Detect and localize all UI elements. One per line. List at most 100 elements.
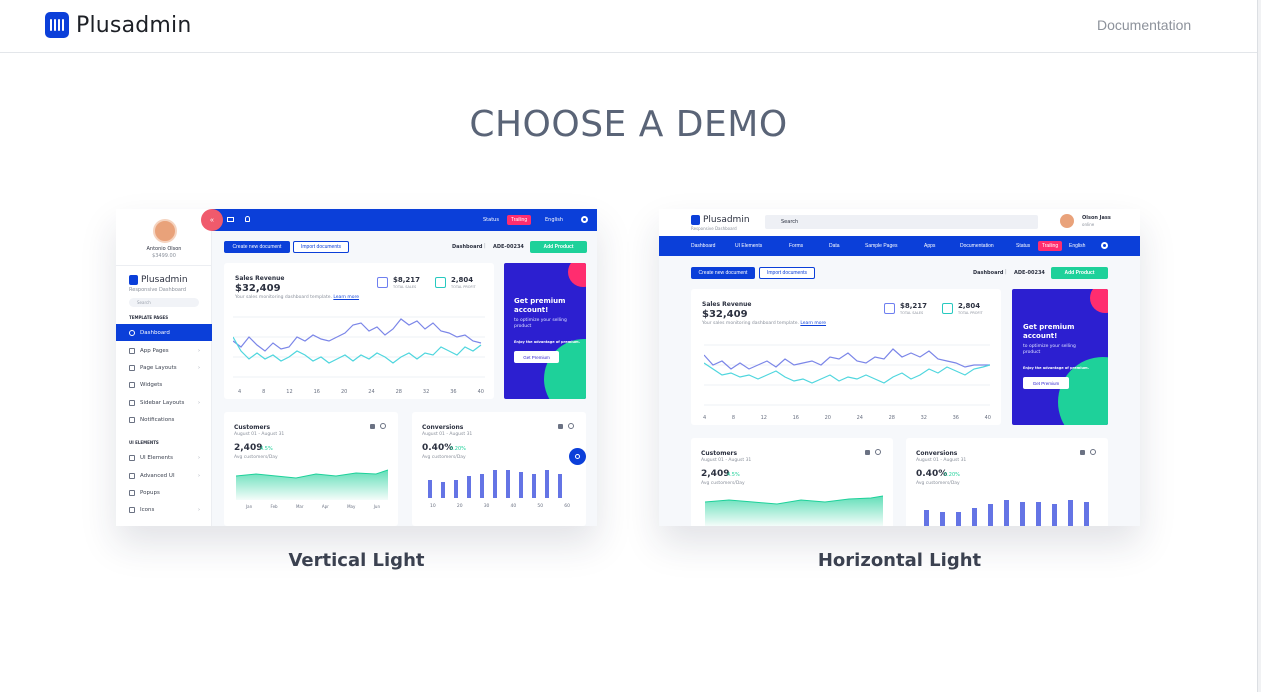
gear-icon — [1101, 242, 1108, 249]
demo-label-horizontal-light[interactable]: Horizontal Light — [817, 550, 982, 571]
preview-sidebar: Antonio Olson $3499.00 Plusadmin Respons… — [116, 209, 212, 526]
preview-import-button: Import documents — [759, 267, 815, 279]
preview-sales-card: Sales Revenue $32,409 Your sales monitor… — [224, 263, 494, 399]
preview-customers-value: 2,409 — [234, 443, 263, 453]
preview-nav-item: Sample Pages — [865, 243, 898, 249]
preview-header: Plusadmin Responsive Dashboard Search Ol… — [659, 209, 1140, 236]
preview-menu-item: Icons › — [116, 501, 212, 518]
preview-search-text: Search — [137, 300, 151, 305]
preview-stat2-label: TOTAL PROFIT — [451, 285, 476, 289]
sales-icon — [377, 277, 388, 288]
preview-customers-card: Customers August 01 - August 31 2,409 4.… — [691, 438, 893, 526]
preview-create-button: Create new document — [224, 241, 290, 253]
preview-add-product-button: Add Product — [530, 241, 587, 253]
print-icon — [1080, 450, 1085, 455]
preview-conv-sub: Avg customers/Day — [916, 481, 960, 486]
preview-menu-item: App Pages › — [116, 342, 212, 359]
preview-conv-title: Conversions — [916, 450, 958, 457]
avatar — [1060, 214, 1074, 228]
preview-conv-value: 0.40% — [916, 469, 948, 479]
preview-search-input — [765, 215, 1038, 229]
preview-customers-sub: Avg customers/Day — [701, 481, 745, 486]
brand-name: Plusadmin — [76, 12, 192, 38]
preview-customers-axis: Jan Feb Mar Apr May Jun — [246, 504, 380, 509]
preview-customers-chart — [705, 495, 883, 526]
preview-conv-axis: 10 20 30 40 50 60 — [430, 504, 570, 509]
demo-card-horizontal-light[interactable]: Plusadmin Responsive Dashboard Search Ol… — [659, 209, 1140, 571]
preview-menu-item: UI Elements › — [116, 449, 212, 466]
preview-conv-change: 0.20% — [450, 446, 466, 452]
preview-breadcrumb-id: ADE-00234 — [1014, 270, 1045, 276]
print-icon — [558, 424, 563, 429]
preview-customers-card: Customers August 01 - August 31 2,409 4.… — [224, 412, 398, 526]
preview-conversions-card: Conversions August 01 - August 31 0.40% … — [412, 412, 586, 526]
preview-sales-sub: Your sales monitoring dashboard template… — [235, 295, 360, 300]
preview-sales-chart — [704, 344, 990, 406]
demo-preview-horizontal-light[interactable]: Plusadmin Responsive Dashboard Search Ol… — [659, 209, 1140, 526]
preview-nav-item: Apps — [924, 243, 936, 249]
preview-menu-item: Dashboard — [116, 324, 212, 341]
preview-customers-sub: Avg customers/Day — [234, 455, 278, 460]
preview-conv-title: Conversions — [422, 424, 464, 431]
documentation-link[interactable]: Documentation — [1097, 17, 1192, 33]
preview-import-button: Import documents — [293, 241, 349, 253]
preview-conv-change: 0.20% — [944, 472, 960, 478]
help-icon — [568, 423, 574, 429]
demo-card-vertical-light[interactable]: Antonio Olson $3499.00 Plusadmin Respons… — [116, 209, 597, 571]
preview-user-name: Antonio Olson — [146, 246, 182, 252]
preview-sales-value: $32,409 — [235, 283, 281, 294]
preview-sales-value: $32,409 — [702, 309, 748, 320]
preview-chart-axis: 4 8 12 16 20 24 28 32 36 40 — [238, 389, 484, 395]
preview-menu-item: Page Layouts › — [116, 359, 212, 376]
preview-sales-card: Sales Revenue $32,409 Your sales monitor… — [691, 289, 1001, 425]
preview-customers-range: August 01 - August 31 — [701, 458, 752, 463]
settings-fab-icon — [569, 448, 586, 465]
preview-brand: Plusadmin — [703, 215, 750, 225]
preview-promo-sub: to optimize your selling product — [514, 318, 567, 329]
profit-icon — [435, 277, 446, 288]
preview-language: English — [545, 217, 564, 223]
preview-user-name: Olson Jass — [1082, 215, 1111, 221]
help-icon — [380, 423, 386, 429]
preview-search-input — [129, 298, 199, 307]
preview-sales-sub: Your sales monitoring dashboard template… — [702, 321, 827, 326]
preview-menu-item: Widgets — [116, 376, 212, 393]
demo-preview-vertical-light[interactable]: Antonio Olson $3499.00 Plusadmin Respons… — [116, 209, 597, 526]
preview-stat1-label: TOTAL SALES — [900, 311, 924, 315]
gear-icon — [581, 216, 588, 223]
preview-customers-change: 4.5% — [260, 446, 273, 452]
brand-link[interactable]: Plusadmin — [45, 12, 192, 38]
preview-customers-change: 4.5% — [727, 472, 740, 478]
demo-label-vertical-light[interactable]: Vertical Light — [288, 550, 425, 571]
preview-conversions-card: Conversions August 01 - August 31 0.40% … — [906, 438, 1108, 526]
preview-customers-value: 2,409 — [701, 469, 730, 479]
preview-menu-item: Sidebar Layouts › — [116, 394, 212, 411]
preview-breadcrumb: Dashboard — [452, 244, 483, 250]
preview-nav-item: Dashboard — [691, 243, 716, 249]
sales-icon — [884, 303, 895, 314]
preview-conv-sub: Avg customers/Day — [422, 455, 466, 460]
preview-breadcrumb-id: ADE-00234 — [493, 244, 524, 250]
preview-section-label: TEMPLATE PAGES — [129, 315, 169, 320]
preview-stat1-label: TOTAL SALES — [393, 285, 417, 289]
preview-status: Status — [483, 217, 499, 223]
plusadmin-logo-icon — [129, 275, 138, 285]
preview-search-text: Search — [781, 219, 799, 225]
page-title: CHOOSE A DEMO — [469, 104, 788, 145]
scrollbar-track[interactable] — [1257, 0, 1261, 692]
profit-icon — [942, 303, 953, 314]
preview-status: Status — [1016, 243, 1031, 249]
preview-stat2-value: 2,804 — [958, 302, 981, 310]
preview-conv-value: 0.40% — [422, 443, 454, 453]
preview-nav-item: Data — [829, 243, 840, 249]
preview-conv-range: August 01 - August 31 — [916, 458, 967, 463]
preview-promo-card: Get premium account! to optimize your se… — [504, 263, 586, 399]
preview-nav-item: Forms — [789, 243, 804, 249]
preview-promo-title: Get premium account! — [1023, 323, 1075, 340]
preview-conversions-chart — [924, 500, 1089, 526]
preview-trending-badge: Trailing — [507, 215, 531, 225]
preview-promo-sub: to optimize your selling product — [1023, 344, 1076, 355]
preview-breadcrumb: Dashboard — [973, 270, 1004, 276]
preview-promo-small: Enjoy the advantage of premium. — [514, 340, 580, 344]
bell-icon — [245, 216, 250, 222]
